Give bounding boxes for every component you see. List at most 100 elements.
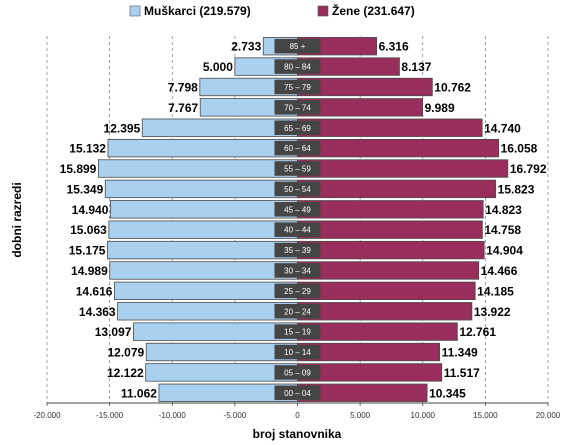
female-bar xyxy=(297,118,483,137)
age-group-label: 10 – 14 xyxy=(284,348,311,357)
female-value-label: 11.517 xyxy=(444,366,480,380)
male-value-label: 14.616 xyxy=(76,284,113,298)
female-bar xyxy=(297,281,476,301)
x-tick-label: -10.000 xyxy=(159,411,187,420)
female-value-label: 10.762 xyxy=(434,80,471,94)
female-value-label: 13.922 xyxy=(474,305,511,319)
age-group-label: 20 – 24 xyxy=(284,307,311,316)
age-group-label: 00 – 04 xyxy=(284,389,311,398)
female-value-label: 14.466 xyxy=(481,264,518,278)
male-value-label: 15.349 xyxy=(67,182,104,196)
female-value-label: 14.904 xyxy=(486,244,523,258)
female-bar xyxy=(297,200,484,219)
x-axis-ticks: -20.000 -15.000 -10.000 -5.000 0 5.000 10.000 1… xyxy=(33,403,561,420)
male-value-label: 15.899 xyxy=(60,162,97,176)
male-value-label: 15.175 xyxy=(69,244,106,258)
x-tick-label: -5.000 xyxy=(224,411,247,420)
female-bar xyxy=(297,302,473,321)
age-label-box xyxy=(274,344,321,360)
male-bar xyxy=(97,159,298,178)
age-label-box xyxy=(274,202,321,217)
x-tick-label: 0 xyxy=(295,411,300,420)
age-group-label: 55 – 59 xyxy=(284,165,311,174)
female-value-label: 14.823 xyxy=(485,203,522,217)
age-label-box xyxy=(274,303,321,319)
male-value-label: 11.062 xyxy=(121,386,157,400)
male-value-label: 14.989 xyxy=(71,264,108,278)
age-group-label: 05 – 09 xyxy=(284,368,311,377)
legend-label-female: Žene (231.647) xyxy=(332,3,415,18)
age-label-box xyxy=(274,59,321,74)
age-label-box xyxy=(274,242,321,258)
female-value-label: 9.989 xyxy=(425,101,455,115)
age-label-box xyxy=(274,365,321,380)
male-bar xyxy=(117,302,298,321)
female-bar xyxy=(297,261,480,280)
age-group-label: 60 – 64 xyxy=(284,144,311,153)
age-group-label: 35 – 39 xyxy=(284,246,311,255)
legend-swatch-female xyxy=(317,5,329,17)
age-group-label: 25 – 29 xyxy=(284,287,311,296)
age-group-label: 15 – 19 xyxy=(284,328,311,337)
male-value-label: 12.079 xyxy=(108,346,145,360)
male-bar xyxy=(107,138,298,158)
age-group-label: 65 – 69 xyxy=(284,124,311,133)
male-bar xyxy=(107,240,298,260)
male-bar xyxy=(109,261,298,280)
age-label-box xyxy=(274,385,321,401)
female-value-label: 8.137 xyxy=(401,60,431,74)
male-value-label: 2.733 xyxy=(231,40,261,54)
age-group-label: 85 + xyxy=(290,42,306,51)
age-label-box xyxy=(274,283,321,299)
age-label-box xyxy=(274,38,321,54)
age-group-label: 80 – 84 xyxy=(284,63,311,72)
y-axis-title: dobni razredi xyxy=(10,182,24,257)
female-value-label: 16.058 xyxy=(501,142,538,156)
male-bar xyxy=(141,118,298,137)
female-bar xyxy=(297,138,500,158)
age-label-box xyxy=(274,79,321,95)
female-bar xyxy=(297,220,483,239)
gridlines xyxy=(46,36,549,403)
male-bar xyxy=(104,179,298,199)
female-bar xyxy=(297,322,458,341)
male-value-label: 12.122 xyxy=(107,366,144,380)
female-value-label: 11.349 xyxy=(442,346,478,360)
age-group-label: 30 – 34 xyxy=(284,266,311,275)
legend-label-male: Muškarci (219.579) xyxy=(144,4,251,18)
age-group-label: 45 – 49 xyxy=(284,205,311,214)
x-tick-label: -20.000 xyxy=(33,411,61,420)
female-value-label: 15.823 xyxy=(498,182,535,196)
female-value-label: 14.740 xyxy=(484,121,521,135)
age-label-box xyxy=(274,263,321,278)
legend: Muškarci (219.579) Žene (231.647) xyxy=(129,3,415,18)
female-value-label: 16.792 xyxy=(510,162,547,176)
x-tick-label: 20.000 xyxy=(536,411,561,420)
female-value-label: 14.185 xyxy=(477,284,514,298)
male-value-label: 15.063 xyxy=(70,223,107,237)
female-bar xyxy=(297,159,509,178)
male-value-label: 5.000 xyxy=(203,60,233,74)
male-value-label: 7.798 xyxy=(168,80,198,94)
age-label-box xyxy=(274,324,321,339)
legend-swatch-male xyxy=(129,5,141,17)
x-tick-label: -15.000 xyxy=(96,411,124,420)
female-value-label: 12.761 xyxy=(459,325,496,339)
x-tick-label: 15.000 xyxy=(473,411,498,420)
male-value-label: 14.363 xyxy=(79,305,116,319)
male-value-label: 7.767 xyxy=(168,101,198,115)
female-value-label: 6.316 xyxy=(379,40,409,54)
age-label-box xyxy=(274,140,321,156)
female-value-label: 14.758 xyxy=(484,223,521,237)
male-bar xyxy=(108,220,298,239)
x-axis-title: broj stanovnika xyxy=(253,427,342,441)
male-value-label: 13.097 xyxy=(95,325,132,339)
x-tick-label: 5.000 xyxy=(350,411,371,420)
age-group-label: 50 – 54 xyxy=(284,185,311,194)
male-value-label: 14.940 xyxy=(72,203,109,217)
x-tick-label: 10.000 xyxy=(411,411,436,420)
male-bar xyxy=(109,200,298,219)
bars: 2.733 6.316 85 + 5.000 8.137 80 – 84 7.798 10.7… xyxy=(60,37,547,402)
age-label-box xyxy=(274,120,321,136)
